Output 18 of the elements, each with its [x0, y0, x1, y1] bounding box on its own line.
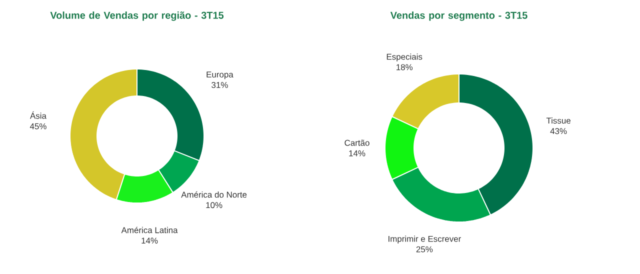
slice-label: América Latina — [121, 226, 178, 234]
slice-label: Imprimir e Escrever — [388, 236, 461, 244]
chart-title: Volume de Vendas por região - 3T15 — [50, 12, 224, 21]
slice-label: América do Norte — [181, 191, 247, 198]
data-label: 14% — [349, 150, 366, 156]
data-label: 10% — [206, 202, 222, 208]
data-label: 45% — [30, 123, 46, 130]
slice-label: Especiais — [386, 54, 422, 62]
slice-label: Ásia — [30, 111, 46, 119]
slice-label: Europa — [206, 72, 234, 80]
data-label: 18% — [396, 64, 413, 70]
data-label: 31% — [212, 82, 228, 88]
slice-label: Cartão — [344, 140, 370, 146]
data-label: 43% — [550, 128, 567, 134]
data-label: 14% — [142, 238, 158, 244]
data-label: 25% — [416, 246, 433, 252]
chart-title: Vendas por segmento - 3T15 — [390, 12, 528, 21]
slice-label: Tissue — [546, 117, 570, 124]
